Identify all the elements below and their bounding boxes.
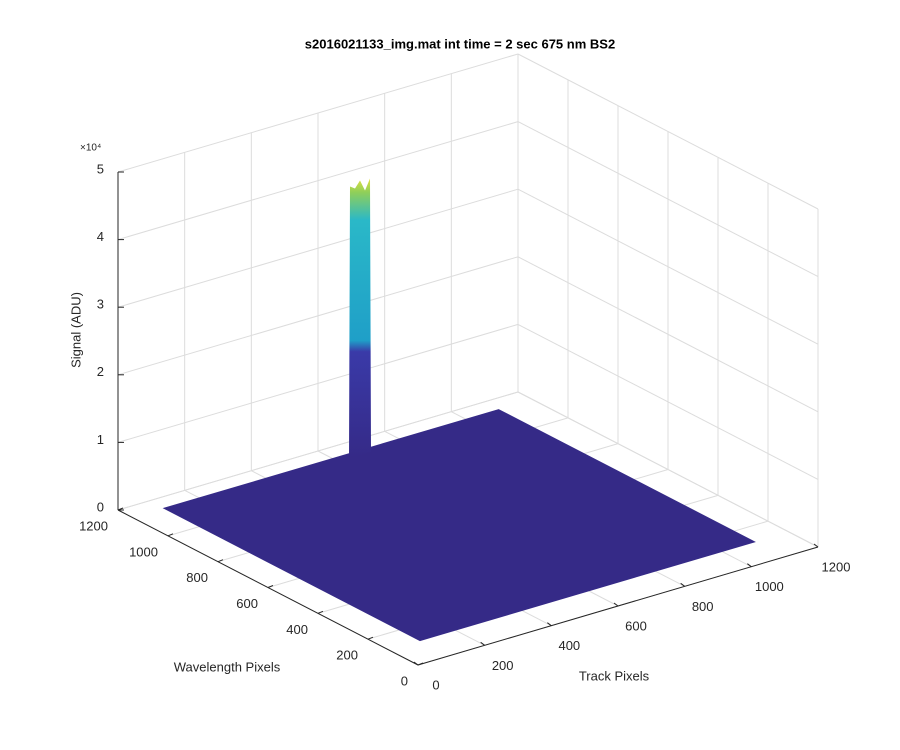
y-tick-label: 0 bbox=[401, 673, 408, 688]
grid-line bbox=[117, 188, 519, 308]
surface-peak bbox=[349, 178, 371, 458]
grid-line bbox=[517, 53, 819, 210]
x-tick-label: 1000 bbox=[755, 579, 784, 594]
chart-title: s2016021133_img.mat int time = 2 sec 675… bbox=[305, 36, 615, 51]
tick-mark bbox=[480, 641, 485, 646]
x-tick-label: 1200 bbox=[822, 559, 851, 574]
grid-line bbox=[517, 391, 819, 548]
tick-mark bbox=[547, 622, 552, 627]
tick-mark bbox=[413, 661, 419, 666]
grid-line bbox=[517, 256, 819, 413]
y-tick-label: 800 bbox=[186, 570, 208, 585]
grid-line bbox=[117, 323, 519, 443]
z-tick-label: 0 bbox=[97, 499, 104, 514]
x-tick-label: 600 bbox=[625, 618, 647, 633]
grid-line bbox=[517, 188, 819, 345]
y-tick-label: 200 bbox=[336, 648, 358, 663]
z-tick-label: 1 bbox=[97, 432, 104, 447]
tick-mark bbox=[680, 582, 685, 587]
surface-plane bbox=[162, 409, 756, 642]
tick-mark bbox=[613, 602, 619, 607]
x-tick-label: 0 bbox=[432, 677, 439, 692]
x-tick-label: 400 bbox=[558, 638, 580, 653]
grid-line bbox=[117, 121, 519, 241]
tick-mark bbox=[813, 543, 819, 548]
tick-mark bbox=[367, 636, 374, 640]
z-tick-label: 5 bbox=[97, 161, 104, 176]
z-exponent: ×10⁴ bbox=[80, 143, 101, 154]
tick-mark bbox=[117, 507, 124, 511]
grid-line bbox=[117, 391, 519, 511]
z-tick-label: 4 bbox=[97, 229, 104, 244]
y-tick-label: 400 bbox=[286, 622, 308, 637]
z-axis-label: Signal (ADU) bbox=[68, 292, 83, 368]
tick-mark bbox=[217, 559, 224, 563]
tick-mark bbox=[317, 610, 324, 614]
tick-mark bbox=[747, 563, 752, 568]
tick-mark bbox=[267, 585, 274, 588]
x-tick-label: 800 bbox=[692, 599, 714, 614]
z-tick-label: 2 bbox=[97, 364, 104, 379]
tick-mark bbox=[417, 662, 424, 666]
y-tick-label: 1200 bbox=[79, 518, 108, 533]
y-tick-label: 600 bbox=[236, 596, 258, 611]
tick-mark bbox=[167, 533, 174, 537]
z-tick-label: 3 bbox=[97, 297, 104, 312]
y-axis-label: Wavelength Pixels bbox=[174, 659, 281, 674]
grid-line bbox=[517, 323, 819, 480]
x-tick-label: 200 bbox=[492, 658, 514, 673]
grid-line bbox=[117, 53, 519, 173]
grid-line bbox=[517, 121, 819, 278]
grid-line bbox=[117, 256, 519, 376]
y-tick-label: 1000 bbox=[129, 544, 158, 559]
x-axis-label: Track Pixels bbox=[579, 668, 650, 683]
